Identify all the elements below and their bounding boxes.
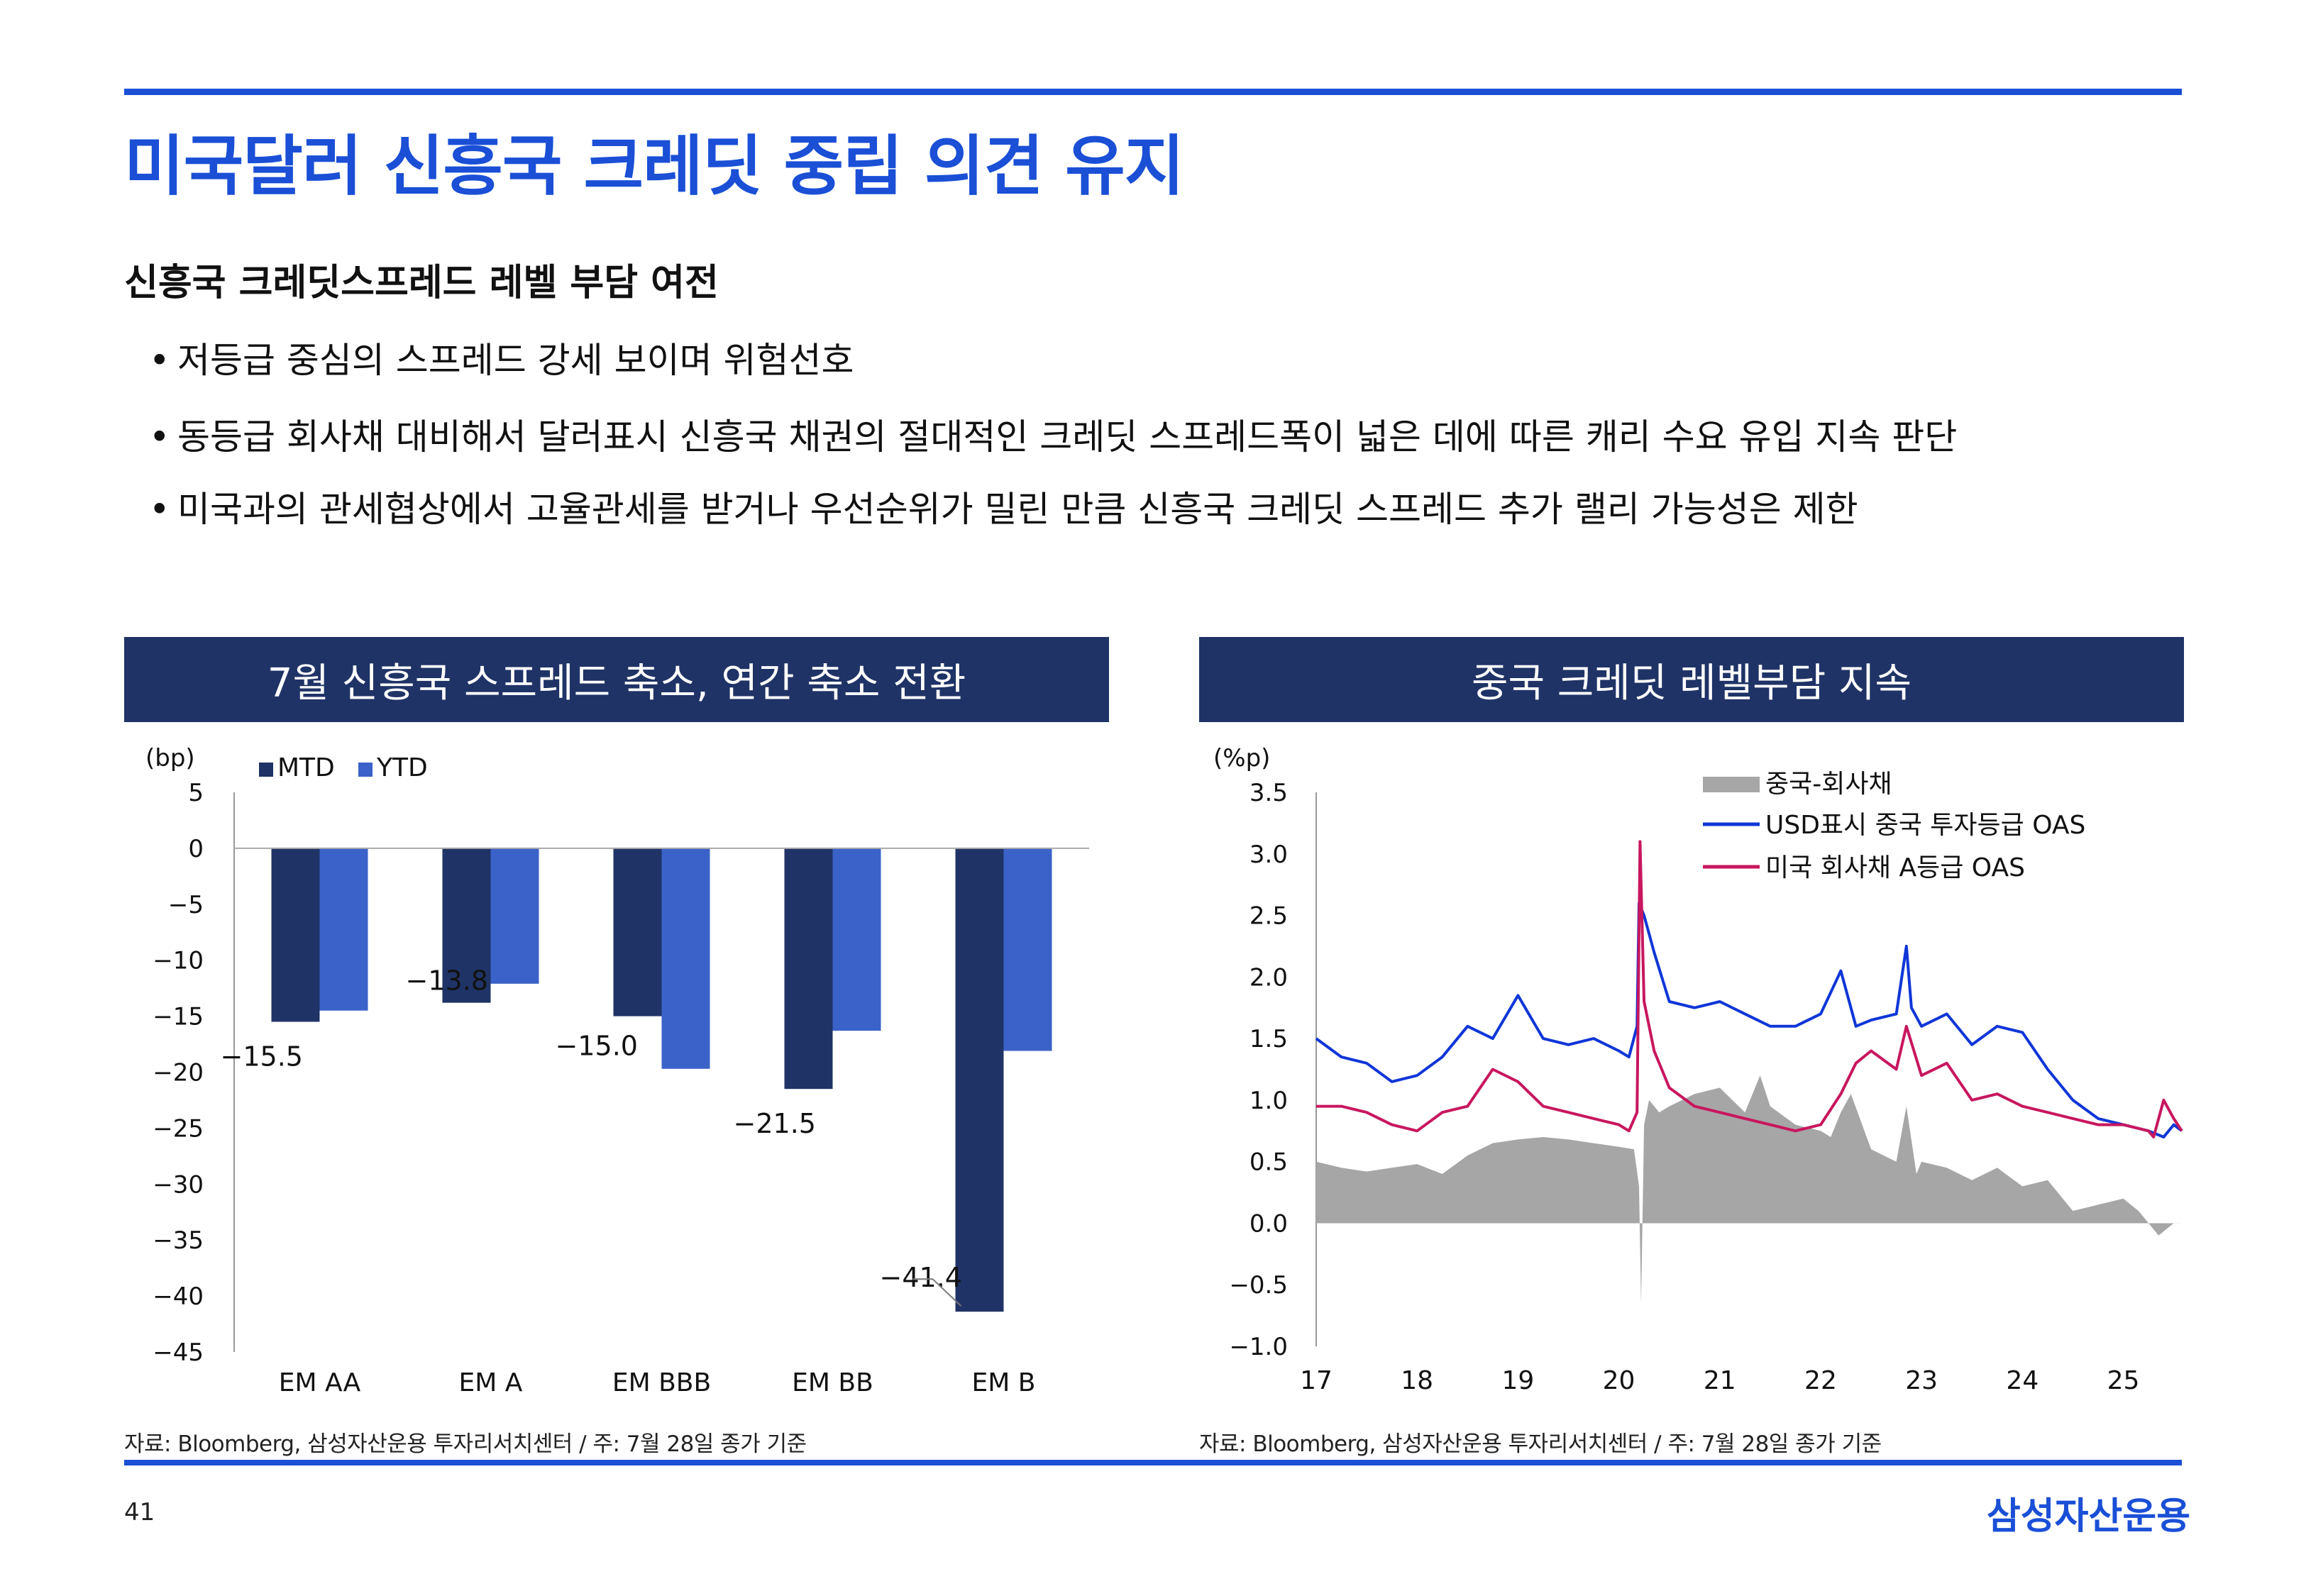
data-label: −41.4 (880, 1262, 962, 1293)
bullet-dot-icon: • (149, 340, 170, 381)
y-tick-label: 0.0 (1249, 1209, 1288, 1238)
x-tick-label: 21 (1704, 1366, 1736, 1395)
section-heading: 신흥국 크레딧스프레드 레벨 부담 여전 (124, 262, 719, 304)
y-tick-label: 3.0 (1249, 841, 1288, 869)
bullet-item: • 동등급 회사채 대비해서 달러표시 신흥국 채권의 절대적인 크레딧 스프레드… (149, 409, 1957, 460)
x-tick-label: EM BB (792, 1368, 873, 1397)
bar-mtd (442, 848, 491, 1003)
x-tick-label: EM AA (279, 1368, 361, 1397)
left-source-note: 자료: Bloomberg, 삼성자산운용 투자리서치센터 / 주: 7월 28… (124, 1431, 807, 1457)
x-tick-label: 23 (1905, 1366, 1938, 1395)
y-tick-label: −30 (153, 1170, 204, 1199)
top-rule (124, 89, 2182, 95)
left-chart-title: 7월 신흥국 스프레드 축소, 연간 축소 전환 (124, 637, 1109, 722)
x-tick-label: 19 (1501, 1366, 1534, 1395)
y-tick-label: −1.0 (1229, 1333, 1288, 1361)
line-chart: (%p) 3.5 3.0 2.5 2.0 1.5 1.0 0.5 0.0 −0.5 −1.0 17 18… (1213, 744, 2183, 1395)
x-tick-label: 24 (2006, 1366, 2039, 1395)
page-number: 41 (124, 1498, 155, 1526)
bar-mtd (613, 848, 662, 1016)
y-tick-label: −35 (153, 1226, 204, 1255)
y-tick-label: 0 (188, 835, 204, 863)
y-tick-label: −25 (153, 1114, 204, 1143)
y-axis-unit: (%p) (1213, 744, 1270, 772)
line-series-usd-china-ig-oas (1315, 902, 2183, 1138)
bottom-rule (124, 1460, 2182, 1465)
y-tick-label: −0.5 (1229, 1271, 1288, 1299)
y-tick-label: −40 (153, 1282, 204, 1311)
x-tick-label: 20 (1603, 1366, 1635, 1395)
line-series-us-a-oas (1316, 840, 2183, 1138)
bar-mtd (784, 848, 833, 1090)
x-tick-label: 18 (1401, 1366, 1433, 1395)
x-tick-label: EM A (459, 1368, 523, 1397)
right-source-note: 자료: Bloomberg, 삼성자산운용 투자리서치센터 / 주: 7월 28… (1199, 1431, 1882, 1457)
y-axis-unit: (bp) (145, 744, 195, 772)
x-tick-label: 17 (1300, 1366, 1333, 1395)
y-tick-label: −45 (153, 1339, 204, 1367)
area-series-china-spread (1316, 1075, 2182, 1304)
legend-label-china-spread: 중국-회사채 (1765, 770, 1892, 799)
y-tick-label: 0.5 (1249, 1148, 1288, 1177)
bar-mtd (271, 848, 320, 1022)
bullet-item: • 미국과의 관세협상에서 고율관세를 받거나 우선순위가 밀린 만큼 신흥국 크… (149, 481, 1858, 532)
bullet-dot-icon: • (149, 489, 170, 530)
x-tick-label: EM B (972, 1368, 1036, 1397)
brand-logo: 삼성자산운용 (1987, 1495, 2191, 1538)
bullet-item: • 저등급 중심의 스프레드 강세 보이며 위험선호 (149, 332, 854, 383)
legend-label-ytd: YTD (376, 753, 428, 782)
y-tick-label: 3.5 (1249, 779, 1288, 807)
x-tick-label: EM BBB (612, 1368, 711, 1397)
y-tick-label: 1.5 (1249, 1025, 1288, 1053)
y-tick-label: 2.5 (1249, 902, 1288, 931)
bullet-text: 미국과의 관세협상에서 고율관세를 받거나 우선순위가 밀린 만큼 신흥국 크레… (177, 489, 1858, 530)
legend-swatch-china-spread (1703, 777, 1760, 792)
bar-ytd (832, 848, 881, 1031)
data-label: −21.5 (734, 1108, 816, 1139)
x-tick-label: 22 (1804, 1366, 1837, 1395)
bar-chart: (bp) 5 0 −5 −10 −15 −20 −25 −30 −35 −40 −45 EM AA EM … (145, 744, 1089, 1397)
data-label: −15.0 (556, 1031, 638, 1062)
bullet-dot-icon: • (149, 416, 170, 458)
bar-ytd (1003, 848, 1052, 1051)
bullet-text: 동등급 회사채 대비해서 달러표시 신흥국 채권의 절대적인 크레딧 스프레드폭… (177, 416, 1958, 458)
page-title: 미국달러 신흥국 크레딧 중립 의견 유지 (124, 128, 1184, 204)
y-tick-label: −15 (153, 1003, 204, 1031)
right-chart-title: 중국 크레딧 레벨부담 지속 (1199, 637, 2184, 722)
data-label: −13.8 (406, 965, 488, 997)
x-tick-label: 25 (2107, 1366, 2140, 1395)
y-tick-label: 5 (188, 779, 204, 807)
y-tick-label: 2.0 (1249, 963, 1288, 992)
legend-swatch-mtd (259, 763, 273, 777)
bar-ytd (661, 848, 710, 1069)
legend-label-mtd: MTD (277, 753, 335, 782)
legend-label-us-oas: 미국 회사채 A등급 OAS (1765, 853, 2025, 882)
y-tick-label: −10 (153, 947, 204, 975)
y-tick-label: −20 (153, 1059, 204, 1087)
y-tick-label: 1.0 (1249, 1087, 1288, 1115)
legend-label-usd-oas: USD표시 중국 투자등급 OAS (1765, 811, 2085, 840)
bullet-text: 저등급 중심의 스프레드 강세 보이며 위험선호 (177, 340, 854, 381)
legend-swatch-ytd (358, 763, 373, 777)
bar-ytd (319, 848, 368, 1011)
data-label: −15.5 (221, 1041, 303, 1072)
y-tick-label: −5 (168, 891, 204, 919)
data-label-leader-line (912, 1278, 962, 1307)
bar-ytd (490, 848, 539, 984)
bar-mtd (955, 848, 1004, 1312)
